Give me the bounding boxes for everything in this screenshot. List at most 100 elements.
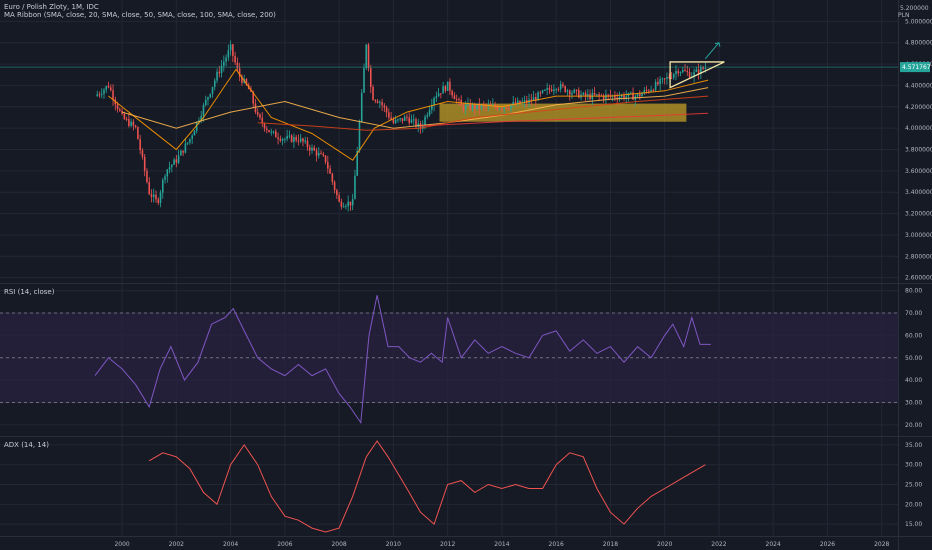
candle-body	[209, 93, 212, 98]
adx-tick-label: 20.00	[905, 501, 922, 508]
price-tick-label: 2.800000	[905, 253, 932, 260]
candle-body	[428, 109, 431, 116]
candle-body	[141, 150, 144, 157]
candle-body	[338, 195, 340, 202]
candle-body	[406, 116, 408, 118]
candle-body	[449, 81, 451, 92]
candle-body	[516, 100, 519, 105]
adx-tick-label: 30.00	[905, 462, 922, 469]
candle-body	[573, 89, 576, 93]
candle-body	[299, 138, 302, 142]
candle-body	[639, 94, 641, 97]
ma-line-sma-100	[257, 95, 709, 131]
candle-body	[577, 89, 580, 98]
candle-body	[424, 116, 426, 126]
adx-title: ADX (14, 14)	[4, 441, 49, 449]
candle-body	[297, 140, 300, 142]
price-axis-unit: PLN	[898, 12, 909, 19]
candle-body	[342, 206, 345, 208]
candle-body	[241, 76, 243, 83]
candle-body	[695, 69, 698, 72]
candle-body	[317, 152, 320, 156]
candle-body	[216, 71, 218, 81]
price-tick-label: 4.000000	[905, 125, 932, 132]
candle-body	[587, 94, 589, 97]
candle-body	[679, 72, 682, 74]
x-tick-2028: 2028	[874, 541, 889, 548]
chart-title: Euro / Polish Zloty, 1M, IDC	[4, 3, 99, 11]
candle-body	[677, 71, 680, 74]
candle-body	[514, 102, 517, 105]
candle-body	[100, 93, 103, 95]
candle-body	[455, 99, 458, 101]
candle-body	[519, 100, 521, 104]
candle-body	[609, 94, 612, 97]
candle-body	[410, 119, 413, 123]
candle-body	[329, 168, 331, 174]
candle-body	[652, 89, 655, 91]
breakout-arrow-line	[704, 42, 720, 60]
candle-body	[555, 89, 557, 91]
candle-body	[541, 90, 544, 93]
candle-body	[311, 147, 313, 151]
candle-body	[293, 137, 295, 142]
candle-body	[557, 89, 560, 91]
candle-body	[688, 72, 691, 78]
ma-ribbon-label: MA Ribbon (SMA, close, 20, SMA, close, 5…	[4, 11, 276, 19]
candle-body	[480, 104, 483, 109]
candle-body	[614, 95, 616, 98]
pattern-layer	[669, 42, 725, 89]
candle-body	[666, 76, 668, 79]
candle-body	[146, 170, 148, 182]
candle-body	[363, 68, 365, 93]
rsi-tick-label: 80.00	[905, 288, 922, 295]
candle-body	[107, 86, 110, 88]
candle-body	[548, 88, 551, 90]
candle-body	[593, 92, 596, 95]
rsi-band-layer	[0, 312, 898, 403]
candle-body	[288, 135, 291, 137]
candle-body	[403, 116, 406, 121]
candle-body	[505, 107, 508, 109]
candle-body	[225, 57, 227, 62]
rsi-tick-label: 60.00	[905, 332, 922, 339]
price-tick-label: 2.600000	[905, 275, 932, 282]
candle-body	[295, 137, 297, 141]
candle-body	[433, 97, 435, 106]
candle-body	[657, 81, 659, 85]
candle-body	[510, 104, 512, 109]
rsi-band	[0, 313, 898, 403]
candle-body	[544, 89, 546, 91]
candle-body	[308, 147, 311, 151]
candle-body	[193, 130, 196, 136]
candle-body	[320, 152, 322, 154]
candle-body	[234, 55, 236, 63]
candle-body	[568, 90, 571, 95]
candle-body	[168, 167, 171, 170]
candle-body	[211, 86, 214, 94]
rsi-tick-label: 70.00	[905, 310, 922, 317]
candle-body	[223, 61, 225, 66]
candle-body	[218, 71, 221, 74]
candle-body	[582, 92, 585, 95]
candle-body	[645, 90, 648, 92]
candle-body	[663, 78, 666, 80]
candle-body	[324, 155, 327, 163]
candle-body	[535, 97, 537, 101]
candle-body	[302, 138, 304, 142]
candle-body	[130, 121, 132, 126]
candle-body	[345, 205, 347, 207]
candle-body	[128, 118, 130, 126]
candle-body	[571, 92, 573, 95]
candle-body	[139, 139, 141, 151]
candle-body	[629, 92, 632, 94]
price-tick-label: 3.400000	[905, 189, 932, 196]
candle-body	[388, 112, 390, 118]
candle-body	[431, 105, 433, 110]
rsi-title: RSI (14, close)	[4, 288, 55, 296]
candle-body	[232, 44, 234, 56]
candle-body	[704, 67, 707, 69]
